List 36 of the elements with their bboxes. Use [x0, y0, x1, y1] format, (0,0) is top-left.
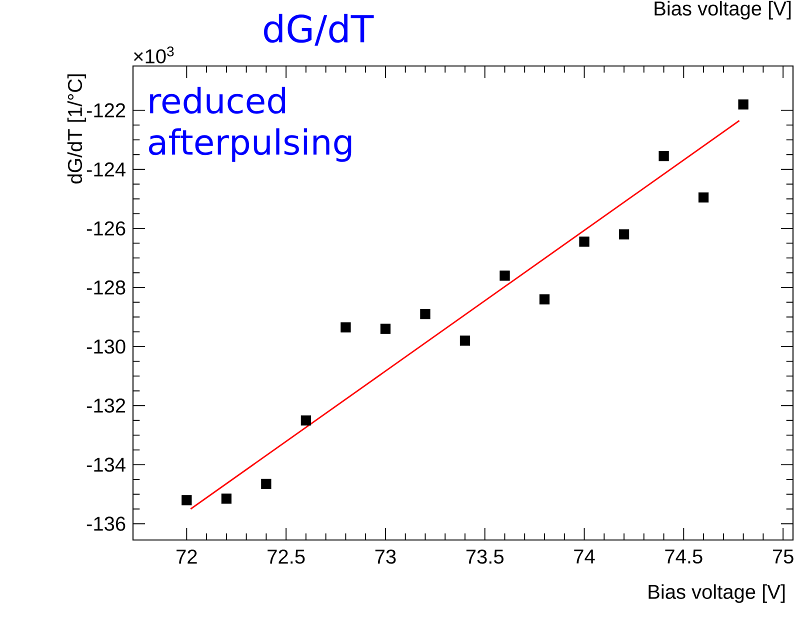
- point: [579, 236, 590, 247]
- y-tick-label: -132: [86, 398, 126, 413]
- x-tick-label: 74.5: [665, 550, 702, 564]
- y-tick-label: -122: [86, 103, 126, 118]
- point: [182, 495, 192, 506]
- y-tick-label: -126: [86, 221, 126, 236]
- point: [221, 494, 232, 504]
- x-tick-label: 74: [574, 550, 595, 564]
- x-axis-title: Bias voltage [V]: [648, 584, 785, 603]
- point: [300, 415, 312, 426]
- point: [738, 99, 748, 110]
- text: Bias voltage [V]: [654, 0, 791, 20]
- y-tick-label: -134: [86, 458, 126, 472]
- point: [460, 336, 470, 346]
- x-tick-label: 72.5: [268, 550, 305, 564]
- y-tick-label: -130: [86, 339, 126, 354]
- chart-title: dG/dT: [264, 14, 374, 46]
- y-tick-label: -136: [86, 516, 126, 531]
- point: [380, 324, 391, 334]
- point: [261, 478, 272, 489]
- y-tick-label: -124: [86, 162, 126, 176]
- point: [500, 270, 510, 281]
- point: [658, 151, 669, 162]
- x-tick-label: 73.5: [466, 550, 504, 564]
- point: [618, 229, 630, 240]
- y-axis-title: dG/dT [1/°C]: [67, 74, 86, 184]
- x-tick-label: 75: [772, 550, 794, 564]
- point: [539, 294, 550, 304]
- point: [340, 322, 351, 332]
- x-tick-label: 73: [375, 550, 396, 564]
- x-tick-label: 72: [176, 550, 197, 564]
- text: ×10$^{3}$: [134, 46, 174, 64]
- point: [698, 192, 709, 202]
- y-tick-label: -128: [86, 280, 126, 295]
- annotation: reduced afterpulsing: [149, 86, 352, 162]
- point: [420, 309, 430, 320]
